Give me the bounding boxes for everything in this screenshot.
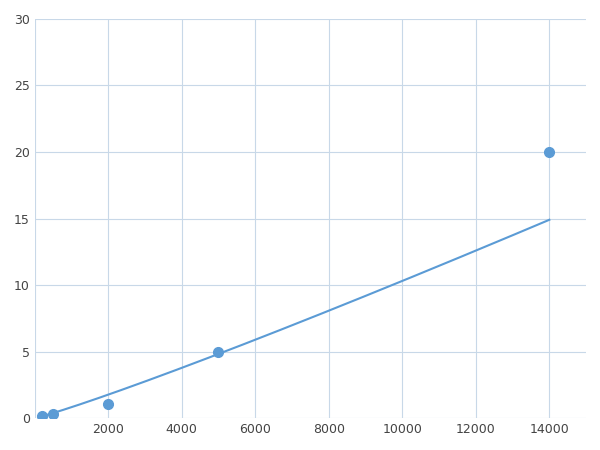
Point — [214, 348, 223, 356]
Point — [37, 412, 46, 419]
Point — [48, 411, 58, 418]
Point — [545, 148, 554, 156]
Point — [103, 400, 113, 407]
